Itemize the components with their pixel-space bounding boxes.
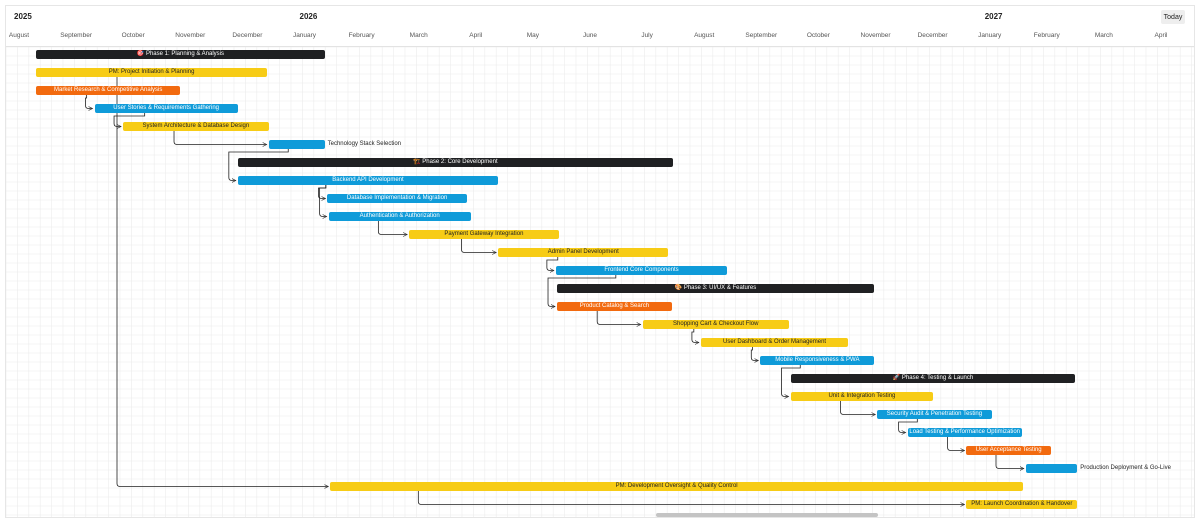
month-label: July — [641, 32, 653, 39]
today-button[interactable]: Today — [1161, 10, 1185, 24]
phase-bar[interactable]: 🎨 Phase 3: UI/UX & Features — [557, 284, 874, 293]
task-bar[interactable]: PM: Project Initiation & Planning — [36, 68, 267, 77]
phase-bar[interactable]: 🎯 Phase 1: Planning & Analysis — [36, 50, 325, 59]
month-label: January — [978, 32, 1002, 39]
task-label: Security Audit & Penetration Testing — [886, 411, 983, 417]
task-bar[interactable]: PM: Launch Coordination & Handover — [966, 500, 1078, 509]
month-label: June — [582, 32, 598, 39]
month-label: April — [1154, 32, 1168, 39]
task-bar[interactable]: Shopping Cart & Checkout Flow — [642, 320, 789, 329]
month-label: March — [409, 32, 428, 39]
task-bar[interactable]: Database Implementation & Migration — [327, 194, 467, 203]
task-bar[interactable]: Product Catalog & Search — [557, 302, 672, 311]
year-label: 2027 — [984, 12, 1003, 21]
month-label: January — [292, 32, 317, 39]
month-label: October — [121, 32, 145, 39]
month-label: May — [526, 32, 540, 39]
task-bar[interactable]: Unit & Integration Testing — [790, 392, 934, 401]
task-label: PM: Development Oversight & Quality Cont… — [615, 483, 738, 489]
task-bar[interactable] — [1025, 464, 1078, 473]
task-label: User Stories & Requirements Gathering — [113, 105, 220, 111]
task-bar[interactable]: Security Audit & Penetration Testing — [877, 410, 992, 419]
task-label: System Architecture & Database Design — [142, 123, 250, 129]
task-bars: 🎯 Phase 1: Planning & Analysis PM: Projec… — [6, 6, 1194, 517]
task-label: Frontend Core Components — [604, 267, 679, 273]
task-bar[interactable]: Load Testing & Performance Optimization — [907, 428, 1022, 437]
task-label: Admin Panel Development — [547, 249, 619, 255]
task-label: Load Testing & Performance Optimization — [909, 429, 1020, 435]
month-label: August — [8, 32, 30, 39]
month-label: December — [917, 32, 948, 39]
task-label: Database Implementation & Migration — [346, 195, 448, 201]
task-bar[interactable]: Frontend Core Components — [555, 266, 728, 275]
task-label: Market Research & Competitive Analysis — [54, 87, 163, 93]
task-bar[interactable]: Market Research & Competitive Analysis — [36, 86, 181, 95]
year-label: 2026 — [299, 12, 318, 21]
month-label: September — [60, 32, 92, 39]
month-label: November — [860, 32, 891, 39]
task-label: Unit & Integration Testing — [828, 393, 896, 399]
task-label: Payment Gateway Integration — [444, 231, 524, 237]
task-bar[interactable]: Authentication & Authorization — [328, 212, 471, 221]
task-label: PM: Project Initiation & Planning — [108, 69, 195, 75]
month-label: October — [806, 32, 830, 39]
task-label: User Acceptance Testing — [975, 447, 1042, 453]
task-bar[interactable]: Backend API Development — [237, 176, 499, 185]
task-label: Shopping Cart & Checkout Flow — [673, 321, 759, 327]
phase-label: 🎨 Phase 3: UI/UX & Features — [674, 285, 757, 291]
task-bar[interactable]: Payment Gateway Integration — [409, 230, 559, 239]
task-bar[interactable]: Mobile Responsiveness & PWA — [760, 356, 875, 365]
task-bar[interactable]: User Stories & Requirements Gathering — [94, 104, 238, 113]
task-bar[interactable]: Admin Panel Development — [498, 248, 669, 257]
task-bar[interactable]: PM: Development Oversight & Quality Cont… — [330, 482, 1023, 491]
phase-bar[interactable]: 🏗️ Phase 2: Core Development — [237, 158, 673, 167]
task-bar[interactable]: System Architecture & Database Design — [123, 122, 269, 131]
year-label: 2025 — [14, 12, 32, 21]
month-label: April — [469, 32, 483, 39]
task-label: Product Catalog & Search — [579, 303, 650, 309]
month-label: August — [694, 32, 715, 39]
phase-bar[interactable]: 🚀 Phase 4: Testing & Launch — [790, 374, 1076, 383]
month-label: December — [232, 32, 263, 39]
task-bar[interactable]: User Acceptance Testing — [966, 446, 1051, 455]
month-label: February — [1033, 32, 1060, 39]
horizontal-scrollbar[interactable] — [656, 513, 878, 517]
task-label: Production Deployment & Go-Live — [1080, 465, 1171, 471]
phase-label: 🏗️ Phase 2: Core Development — [413, 159, 498, 165]
phase-label: 🚀 Phase 4: Testing & Launch — [892, 375, 974, 381]
task-label: Mobile Responsiveness & PWA — [775, 357, 860, 363]
month-label: November — [175, 32, 206, 39]
task-label: User Dashboard & Order Management — [723, 339, 827, 345]
task-label: Backend API Development — [332, 177, 404, 183]
gantt-chart: 2025 2026 2027 August September October Novem… — [5, 5, 1195, 518]
task-bar[interactable] — [268, 140, 325, 149]
month-label: February — [348, 32, 375, 39]
month-label: March — [1094, 32, 1113, 39]
task-bar[interactable]: User Dashboard & Order Management — [700, 338, 849, 347]
task-label: PM: Launch Coordination & Handover — [971, 501, 1073, 507]
task-label: Technology Stack Selection — [327, 141, 401, 147]
timeline-header: 2025 2026 2027 August September October Novem… — [6, 6, 1194, 47]
phase-label: 🎯 Phase 1: Planning & Analysis — [136, 51, 225, 57]
month-label: September — [745, 32, 778, 39]
task-label: Authentication & Authorization — [359, 213, 440, 219]
